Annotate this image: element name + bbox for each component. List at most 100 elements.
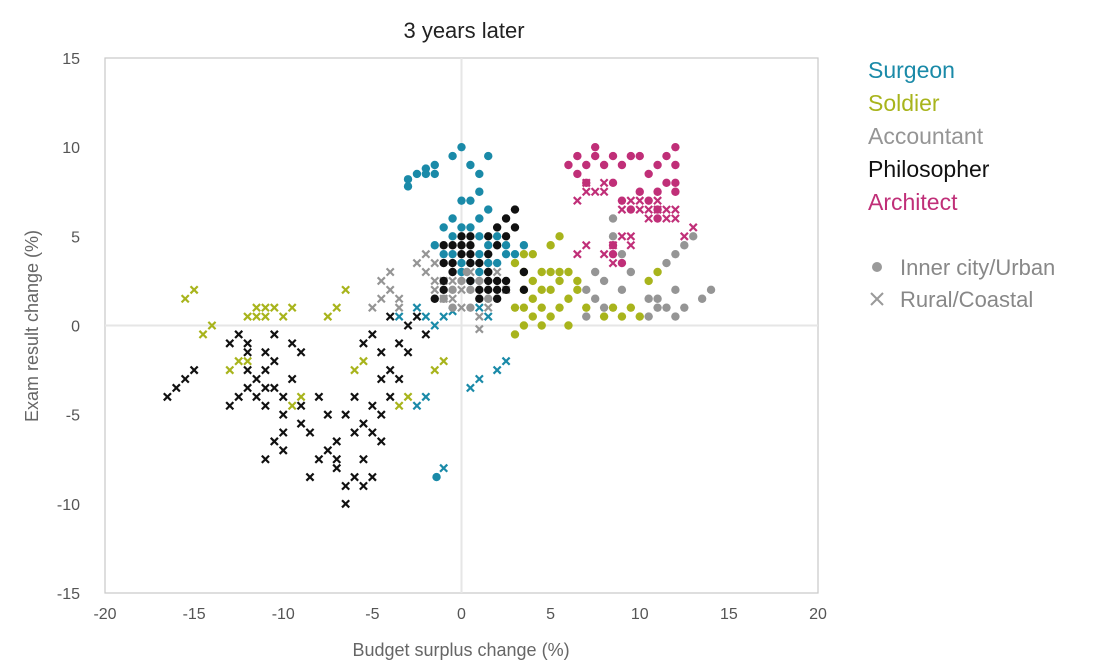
philosopher-rural-point — [394, 338, 404, 348]
architect-rural-point — [662, 205, 671, 214]
soldier-rural-point — [234, 356, 244, 366]
surgeon-urban-point — [492, 232, 502, 241]
surgeon-urban-point — [475, 249, 484, 259]
philosopher-rural-point — [367, 330, 377, 339]
architect-urban-point — [671, 187, 680, 196]
accountant-urban-point — [671, 285, 680, 295]
architect-urban-point — [590, 142, 600, 152]
soldier-urban-point — [510, 258, 520, 268]
philosopher-rural-point — [278, 445, 288, 455]
soldier-rural-point — [323, 312, 333, 321]
surgeon-urban-point — [484, 241, 493, 250]
philosopher-rural-point — [314, 392, 324, 402]
philosopher-rural-point — [261, 347, 270, 357]
soldier-urban-point — [528, 249, 537, 259]
accountant-rural-point — [367, 303, 377, 313]
soldier-urban-point — [528, 294, 537, 303]
accountant-urban-point — [457, 276, 466, 286]
surgeon-urban-point — [457, 142, 466, 152]
surgeon-urban-point — [466, 223, 475, 232]
accountant-rural-point — [376, 276, 386, 286]
accountant-urban-point — [590, 267, 600, 277]
philosopher-urban-point — [457, 241, 466, 250]
philosopher-urban-point — [430, 294, 439, 303]
philosopher-rural-point — [341, 499, 351, 509]
philosopher-rural-point — [359, 454, 368, 464]
philosopher-urban-point — [510, 205, 520, 214]
philosopher-rural-point — [189, 365, 199, 375]
philosopher-urban-point — [510, 223, 520, 232]
philosopher-urban-point — [466, 276, 475, 286]
philosopher-rural-point — [385, 392, 395, 402]
philosopher-rural-point — [350, 428, 359, 437]
architect-urban-point — [608, 249, 618, 259]
y-axis-title: Exam result change (%) — [22, 230, 42, 422]
philosopher-urban-point — [484, 232, 493, 241]
legend-item-soldier: Soldier — [868, 90, 940, 116]
surgeon-rural-point — [466, 383, 475, 393]
philosopher-rural-point — [269, 383, 279, 393]
philosopher-rural-point — [376, 437, 386, 446]
x-axis-ticks: -20 -15 -10 -5 0 5 10 15 20 — [93, 606, 827, 623]
soldier-urban-point — [555, 276, 564, 286]
philosopher-urban-point — [501, 285, 511, 295]
architect-rural-point — [635, 196, 645, 206]
philosopher-rural-point — [350, 392, 359, 402]
accountant-urban-point — [617, 249, 627, 259]
philosopher-urban-point — [475, 285, 484, 295]
architect-rural-point — [572, 249, 582, 259]
soldier-urban-point — [528, 276, 537, 286]
philosopher-rural-point — [421, 330, 431, 339]
urban-marker-label: Inner city/Urban — [900, 255, 1055, 280]
philosopher-rural-point — [332, 437, 342, 446]
philosopher-urban-point — [439, 241, 448, 250]
surgeon-urban-point — [484, 205, 493, 214]
architect-urban-point — [608, 178, 618, 188]
philosopher-rural-point — [305, 428, 315, 437]
architect-urban-point — [573, 151, 582, 161]
soldier-rural-point — [287, 401, 297, 411]
architect-urban-point — [626, 205, 636, 214]
accountant-rural-point — [430, 276, 440, 286]
architect-urban-point — [617, 258, 627, 268]
philosopher-rural-point — [376, 410, 386, 420]
philosopher-rural-point — [376, 347, 386, 357]
philosopher-rural-point — [163, 392, 172, 402]
architect-urban-point — [644, 169, 653, 179]
soldier-urban-point — [546, 267, 555, 277]
architect-rural-point — [599, 187, 609, 197]
soldier-urban-point — [537, 303, 546, 312]
surgeon-urban-point — [430, 160, 439, 170]
philosopher-rural-point — [332, 463, 342, 473]
philosopher-rural-point — [359, 419, 368, 428]
accountant-urban-point — [644, 294, 653, 303]
surgeon-urban-point — [492, 258, 502, 268]
soldier-rural-point — [198, 330, 208, 339]
philosopher-urban-point — [457, 249, 466, 259]
accountant-urban-point — [680, 241, 689, 250]
accountant-urban-point — [466, 285, 475, 295]
soldier-rural-point — [439, 356, 449, 366]
soldier-rural-point — [350, 365, 359, 375]
philosopher-rural-point — [261, 365, 270, 375]
chart-title: 3 years later — [403, 18, 524, 43]
surgeon-urban-point — [475, 187, 484, 196]
philosopher-rural-point — [376, 374, 386, 384]
soldier-rural-point — [332, 303, 342, 313]
soldier-urban-point — [546, 285, 555, 295]
surgeon-urban-point — [475, 267, 484, 277]
philosopher-urban-point — [484, 267, 493, 277]
accountant-urban-point — [644, 312, 653, 321]
architect-rural-point — [644, 205, 654, 214]
surgeon-urban-point — [448, 151, 457, 161]
philosopher-urban-point — [439, 276, 448, 286]
philosopher-urban-point — [501, 276, 511, 286]
legend-item-accountant: Accountant — [868, 123, 984, 149]
soldier-urban-point — [564, 321, 573, 330]
philosopher-rural-point — [278, 428, 288, 437]
soldier-rural-point — [252, 312, 261, 321]
accountant-rural-point — [448, 276, 457, 286]
philosopher-rural-point — [269, 356, 279, 366]
soldier-urban-point — [617, 312, 627, 321]
architect-rural-point — [626, 240, 636, 250]
